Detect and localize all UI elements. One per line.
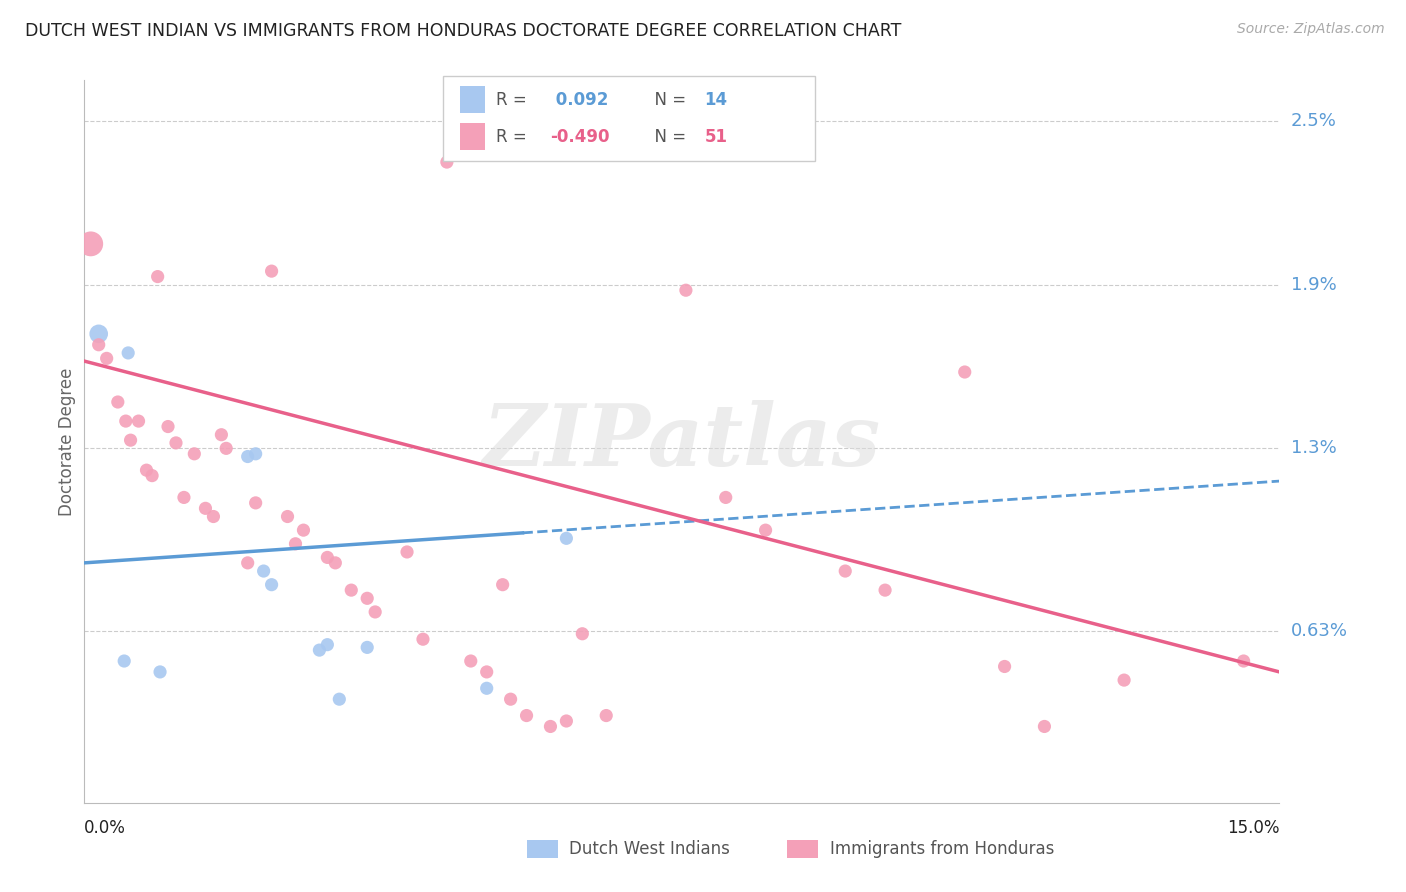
Point bbox=[157, 419, 180, 434]
Point bbox=[146, 269, 169, 284]
Point bbox=[571, 626, 593, 640]
Point bbox=[1033, 719, 1056, 733]
Text: -0.490: -0.490 bbox=[550, 128, 609, 145]
Point bbox=[292, 523, 315, 537]
Point bbox=[80, 236, 103, 251]
Point bbox=[540, 719, 562, 733]
Point bbox=[165, 436, 187, 450]
Point bbox=[460, 654, 482, 668]
Point bbox=[1233, 654, 1256, 668]
Point bbox=[245, 447, 267, 461]
Text: 1.3%: 1.3% bbox=[1291, 440, 1336, 458]
Point bbox=[492, 577, 515, 591]
Text: 0.0%: 0.0% bbox=[84, 819, 127, 838]
Point bbox=[236, 556, 259, 570]
Point bbox=[516, 708, 538, 723]
Point bbox=[994, 659, 1017, 673]
Point bbox=[87, 337, 110, 351]
Point bbox=[117, 346, 139, 360]
Point bbox=[245, 496, 267, 510]
Point bbox=[555, 532, 578, 546]
Point bbox=[316, 638, 339, 652]
Point bbox=[714, 491, 737, 505]
Text: R =: R = bbox=[496, 91, 533, 109]
Point bbox=[141, 468, 163, 483]
Point bbox=[755, 523, 778, 537]
Point bbox=[114, 414, 136, 428]
Text: N =: N = bbox=[644, 128, 692, 145]
Y-axis label: Doctorate Degree: Doctorate Degree bbox=[58, 368, 76, 516]
Point bbox=[953, 365, 976, 379]
Text: 14: 14 bbox=[704, 91, 727, 109]
Point bbox=[253, 564, 276, 578]
Point bbox=[173, 491, 195, 505]
Point bbox=[183, 447, 205, 461]
Point bbox=[328, 692, 350, 706]
Point bbox=[215, 442, 238, 456]
Text: Dutch West Indians: Dutch West Indians bbox=[569, 840, 730, 858]
Text: 15.0%: 15.0% bbox=[1227, 819, 1279, 838]
Point bbox=[356, 591, 378, 606]
Point bbox=[87, 326, 110, 341]
Point bbox=[260, 264, 283, 278]
Point bbox=[675, 283, 697, 297]
Text: ZIPatlas: ZIPatlas bbox=[482, 400, 882, 483]
Point bbox=[499, 692, 522, 706]
Text: Source: ZipAtlas.com: Source: ZipAtlas.com bbox=[1237, 22, 1385, 37]
Text: 0.092: 0.092 bbox=[550, 91, 609, 109]
Text: R =: R = bbox=[496, 128, 533, 145]
Point bbox=[277, 509, 299, 524]
Point bbox=[875, 583, 897, 598]
Point bbox=[1114, 673, 1136, 687]
Point bbox=[475, 681, 498, 696]
Point bbox=[475, 665, 498, 679]
Text: DUTCH WEST INDIAN VS IMMIGRANTS FROM HONDURAS DOCTORATE DEGREE CORRELATION CHART: DUTCH WEST INDIAN VS IMMIGRANTS FROM HON… bbox=[25, 22, 901, 40]
Point bbox=[96, 351, 118, 366]
Point bbox=[120, 433, 142, 447]
Point bbox=[396, 545, 419, 559]
Text: Immigrants from Honduras: Immigrants from Honduras bbox=[830, 840, 1054, 858]
Text: 0.63%: 0.63% bbox=[1291, 622, 1347, 640]
Text: 2.5%: 2.5% bbox=[1291, 112, 1337, 130]
Point bbox=[436, 155, 458, 169]
Point bbox=[236, 450, 259, 464]
Text: 1.9%: 1.9% bbox=[1291, 276, 1336, 293]
Point bbox=[356, 640, 378, 655]
Text: 51: 51 bbox=[704, 128, 727, 145]
Point bbox=[834, 564, 856, 578]
Point bbox=[202, 509, 225, 524]
Point bbox=[340, 583, 363, 598]
Point bbox=[308, 643, 330, 657]
Point bbox=[325, 556, 347, 570]
Point bbox=[149, 665, 172, 679]
Point bbox=[595, 708, 617, 723]
Point bbox=[107, 395, 129, 409]
Point bbox=[284, 537, 307, 551]
Point bbox=[260, 577, 283, 591]
Text: N =: N = bbox=[644, 91, 692, 109]
Point bbox=[112, 654, 135, 668]
Point bbox=[412, 632, 434, 647]
Point bbox=[209, 427, 232, 442]
Point bbox=[555, 714, 578, 728]
Point bbox=[364, 605, 387, 619]
Point bbox=[128, 414, 150, 428]
Point bbox=[194, 501, 217, 516]
Point bbox=[135, 463, 157, 477]
Point bbox=[316, 550, 339, 565]
